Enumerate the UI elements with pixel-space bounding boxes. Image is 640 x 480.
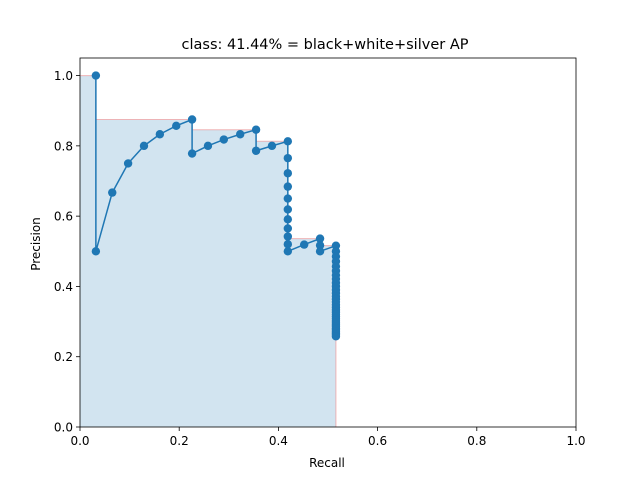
data-point [91,71,101,80]
y-tick-label: 0.6 [54,210,73,224]
x-axis-label: Recall [309,456,345,470]
x-axis-ticks: 0.0 0.2 0.4 0.6 0.8 1.0 [70,427,586,448]
data-point [283,215,293,224]
data-point [187,115,197,124]
data-point [123,159,133,168]
data-point [251,146,261,155]
data-point [283,194,293,203]
y-tick-label: 1.0 [54,69,73,83]
data-point [236,130,245,139]
data-point [315,241,325,250]
data-point [283,240,293,249]
y-tick-label: 0.8 [54,139,73,153]
chart-title: class: 41.44% = black+white+silver AP [182,37,469,53]
data-point [315,247,325,256]
y-tick-label: 0.0 [54,421,73,435]
data-point [283,182,293,191]
data-point [108,188,117,197]
x-tick-label: 0.0 [70,434,89,448]
data-point [283,247,293,256]
data-point [283,224,293,233]
data-point [219,135,229,144]
axes-frame [79,57,577,428]
data-point [91,247,101,256]
y-tick-label: 0.4 [54,280,73,294]
data-point [283,232,293,241]
data-point [139,141,149,151]
x-tick-label: 0.6 [368,434,387,448]
y-axis-ticks: 0.0 0.2 0.4 0.6 0.8 1.0 [54,69,80,435]
y-tick-label: 0.2 [54,350,73,364]
data-point [283,205,293,214]
data-point [299,240,309,249]
data-point [315,234,325,243]
x-tick-label: 0.2 [170,434,189,448]
data-point [155,130,165,139]
x-tick-label: 0.4 [269,434,288,448]
data-point [283,153,293,163]
x-tick-label: 0.8 [467,434,486,448]
y-axis-label: Precision [29,217,43,271]
chart-marks [91,71,341,341]
data-point [172,121,181,131]
data-point [283,137,293,146]
data-point [187,149,197,158]
data-point [283,169,293,178]
data-point [331,332,341,341]
x-tick-label: 1.0 [566,434,585,448]
data-point [251,125,261,134]
data-point [267,141,277,151]
data-point [203,141,213,151]
ap-area-fill [80,75,336,428]
